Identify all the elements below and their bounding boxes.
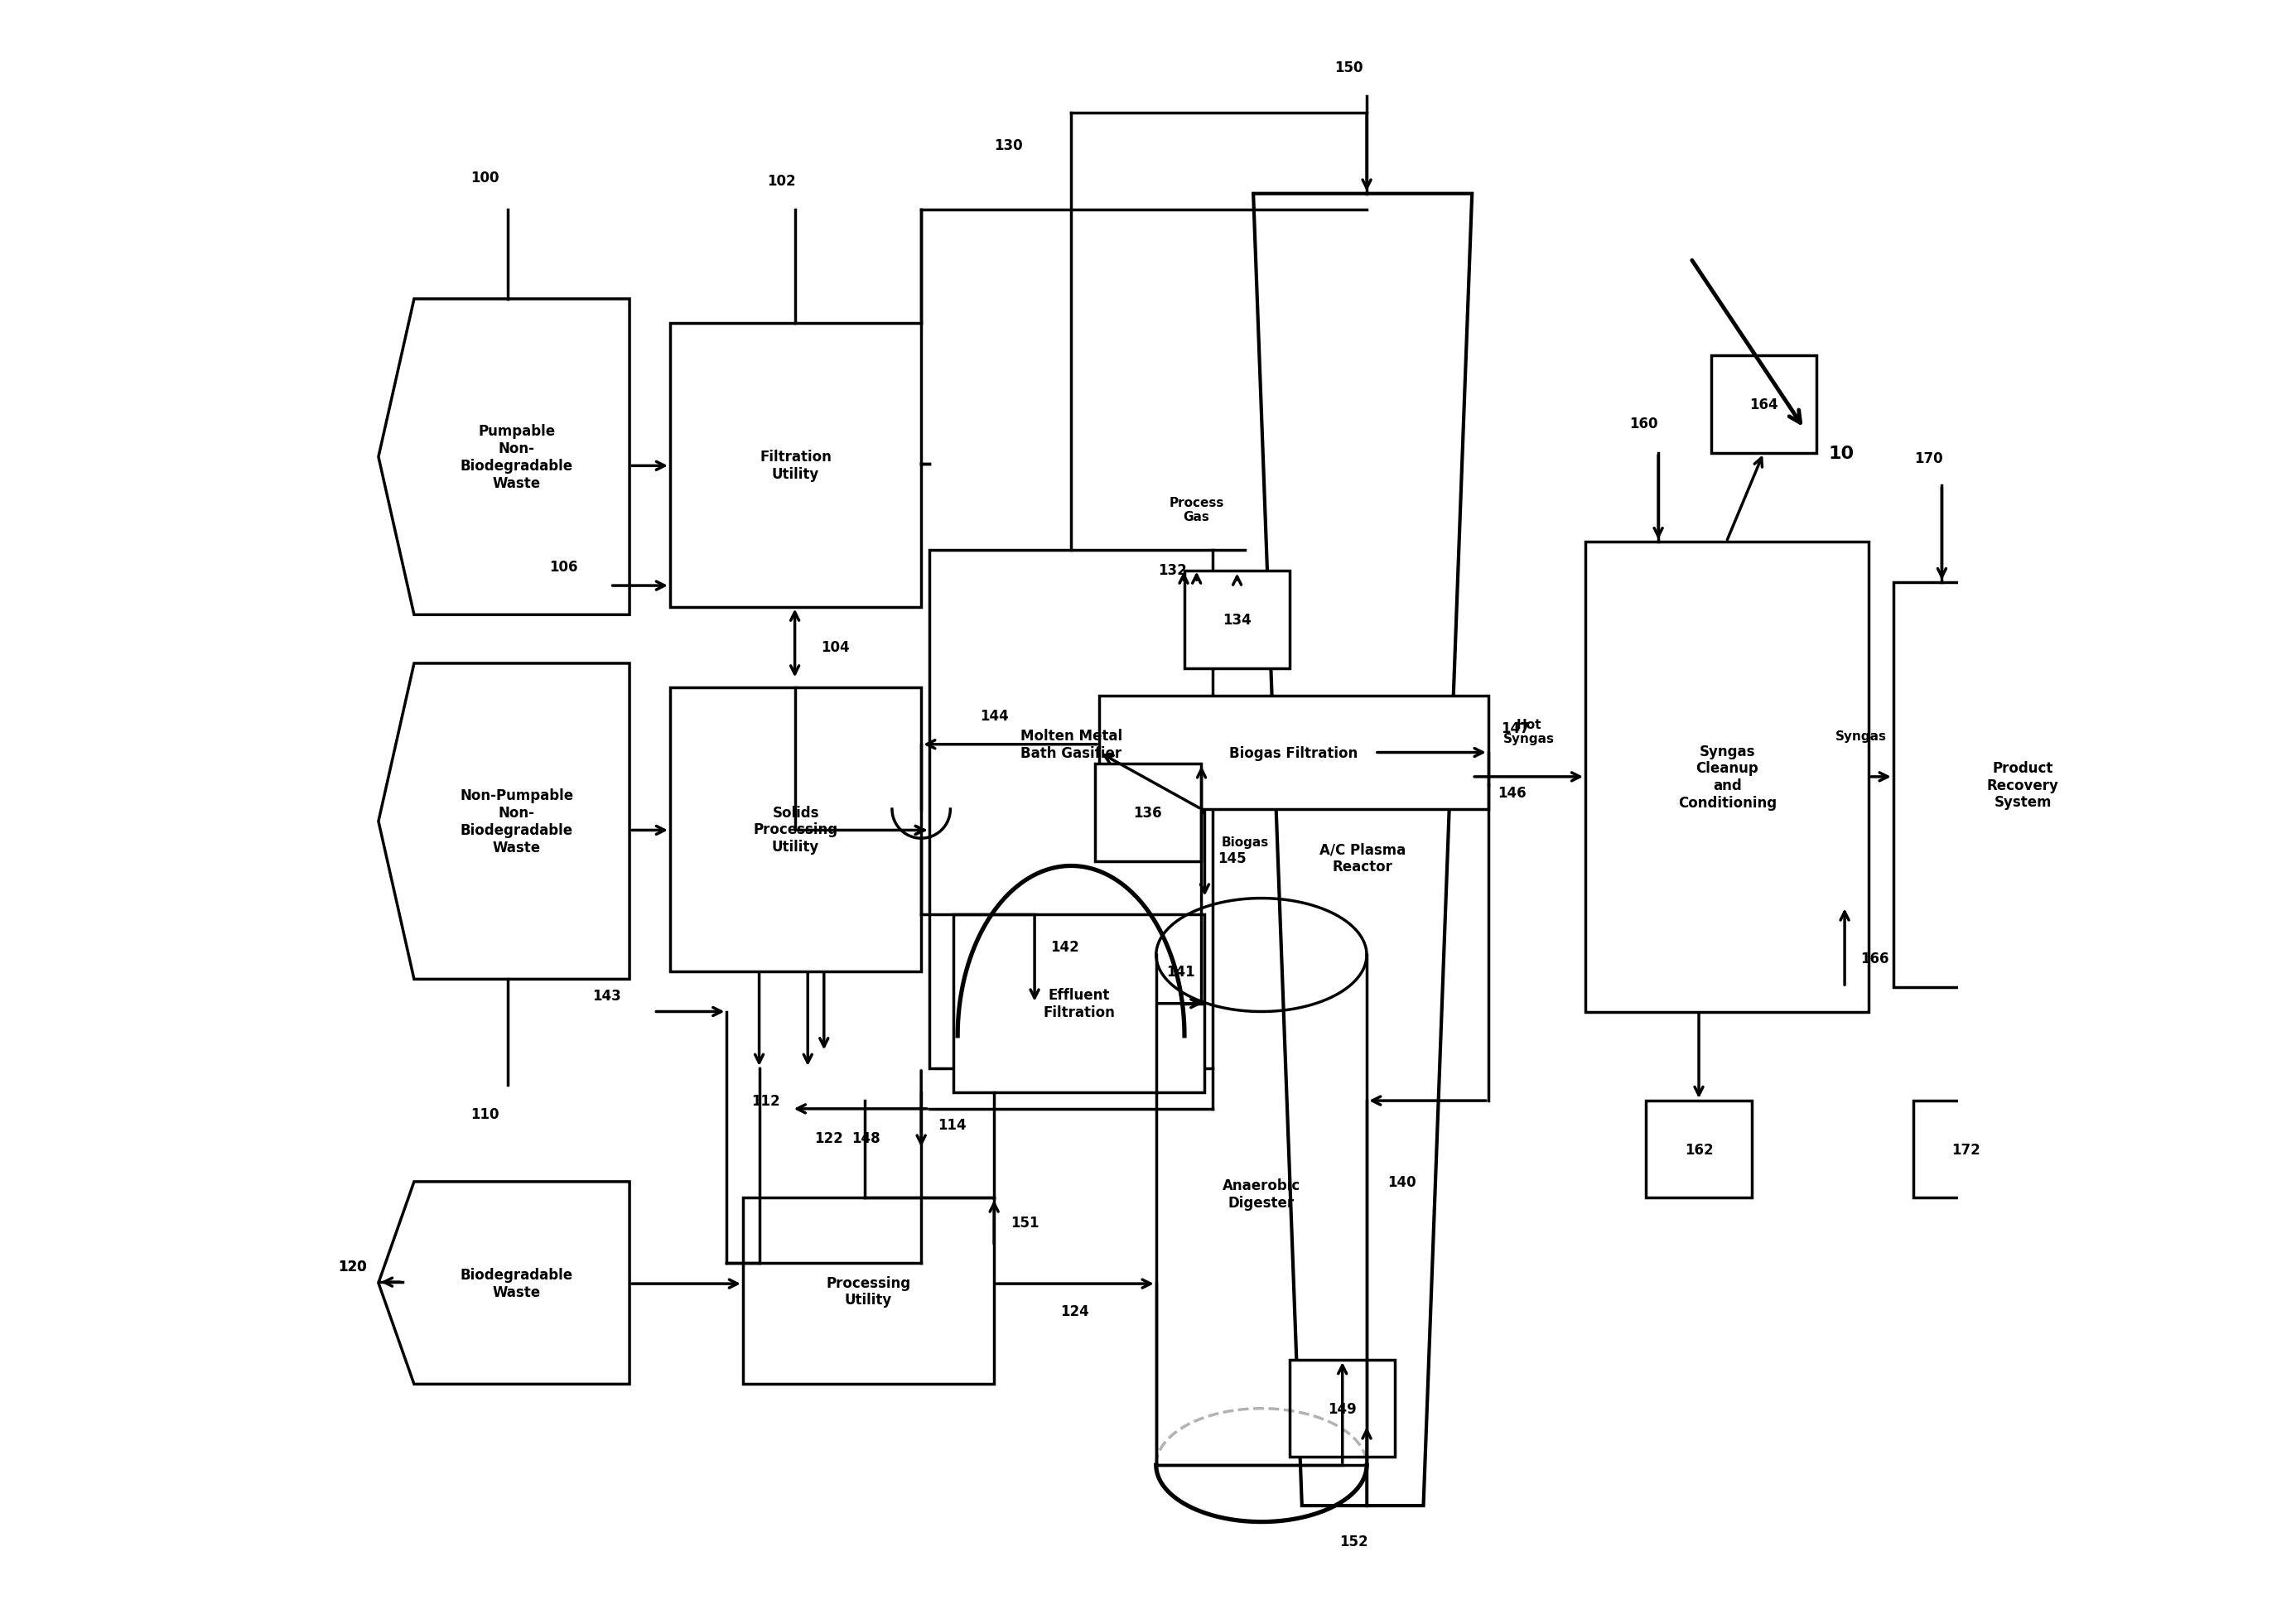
Text: Biogas: Biogas xyxy=(1221,835,1270,848)
Text: 130: 130 xyxy=(994,138,1022,154)
FancyBboxPatch shape xyxy=(1185,572,1290,669)
Text: 134: 134 xyxy=(1224,612,1251,628)
FancyBboxPatch shape xyxy=(1095,764,1201,861)
Text: Syngas
Cleanup
and
Conditioning: Syngas Cleanup and Conditioning xyxy=(1678,743,1777,811)
Text: 120: 120 xyxy=(338,1258,367,1274)
Text: 162: 162 xyxy=(1685,1141,1713,1158)
Text: 136: 136 xyxy=(1134,805,1162,821)
Polygon shape xyxy=(379,300,629,615)
FancyBboxPatch shape xyxy=(930,550,1212,1069)
Text: 149: 149 xyxy=(1327,1400,1357,1417)
Text: 144: 144 xyxy=(980,708,1008,724)
Text: Processing
Utility: Processing Utility xyxy=(827,1276,912,1307)
Text: 102: 102 xyxy=(767,173,797,189)
Text: 120: 120 xyxy=(338,1258,367,1274)
Text: 148: 148 xyxy=(852,1130,882,1146)
Text: 104: 104 xyxy=(820,640,850,656)
Text: 160: 160 xyxy=(1630,416,1658,432)
Text: Molten Metal
Bath Gasifier: Molten Metal Bath Gasifier xyxy=(1019,729,1123,761)
FancyBboxPatch shape xyxy=(953,915,1205,1093)
Text: 145: 145 xyxy=(1217,850,1247,866)
Text: 142: 142 xyxy=(1052,939,1079,955)
Text: Effluent
Filtration: Effluent Filtration xyxy=(1042,988,1116,1020)
Text: Non-Pumpable
Non-
Biodegradable
Waste: Non-Pumpable Non- Biodegradable Waste xyxy=(459,788,574,855)
FancyBboxPatch shape xyxy=(1894,583,2151,988)
Text: Biogas Filtration: Biogas Filtration xyxy=(1231,745,1359,761)
Text: 152: 152 xyxy=(1339,1533,1368,1549)
Text: 110: 110 xyxy=(471,1106,498,1122)
Text: Anaerobic
Digester: Anaerobic Digester xyxy=(1221,1179,1300,1209)
Text: 150: 150 xyxy=(1334,60,1364,76)
Polygon shape xyxy=(379,664,629,979)
Text: 124: 124 xyxy=(1061,1303,1091,1319)
Text: Filtration
Utility: Filtration Utility xyxy=(760,450,831,481)
Text: Biodegradable
Waste: Biodegradable Waste xyxy=(459,1268,574,1298)
Text: Solids
Processing
Utility: Solids Processing Utility xyxy=(753,805,838,855)
FancyBboxPatch shape xyxy=(670,688,921,971)
FancyBboxPatch shape xyxy=(1913,1101,2018,1198)
Text: 146: 146 xyxy=(1497,785,1527,801)
Text: 114: 114 xyxy=(937,1117,967,1133)
Text: 106: 106 xyxy=(549,559,579,575)
Text: 112: 112 xyxy=(751,1093,781,1109)
Text: 132: 132 xyxy=(1157,562,1187,578)
FancyBboxPatch shape xyxy=(1711,356,1816,453)
Text: Product
Recovery
System: Product Recovery System xyxy=(1986,761,2060,810)
Text: A/C Plasma
Reactor: A/C Plasma Reactor xyxy=(1320,842,1405,874)
FancyBboxPatch shape xyxy=(1646,1101,1752,1198)
Text: 140: 140 xyxy=(1387,1174,1417,1190)
Text: Hot
Syngas: Hot Syngas xyxy=(1504,719,1554,745)
Text: 166: 166 xyxy=(1860,950,1890,967)
Polygon shape xyxy=(1254,194,1472,1506)
Text: Syngas: Syngas xyxy=(1835,730,1887,743)
Text: 141: 141 xyxy=(1166,963,1194,979)
Text: 143: 143 xyxy=(592,988,622,1004)
Text: 164: 164 xyxy=(1750,397,1777,413)
FancyBboxPatch shape xyxy=(1587,542,1869,1012)
FancyBboxPatch shape xyxy=(1100,696,1488,810)
Text: 10: 10 xyxy=(1828,445,1855,461)
Text: 170: 170 xyxy=(1915,450,1942,466)
Text: Process
Gas: Process Gas xyxy=(1169,497,1224,523)
FancyBboxPatch shape xyxy=(1290,1360,1396,1457)
FancyBboxPatch shape xyxy=(670,324,921,607)
Text: 151: 151 xyxy=(1010,1214,1038,1230)
Polygon shape xyxy=(379,1182,629,1384)
FancyBboxPatch shape xyxy=(744,1198,994,1384)
Text: 122: 122 xyxy=(815,1130,843,1146)
Text: 172: 172 xyxy=(1952,1141,1981,1158)
Text: Pumpable
Non-
Biodegradable
Waste: Pumpable Non- Biodegradable Waste xyxy=(459,424,574,491)
Text: 100: 100 xyxy=(471,170,498,186)
Text: 147: 147 xyxy=(1502,720,1529,737)
